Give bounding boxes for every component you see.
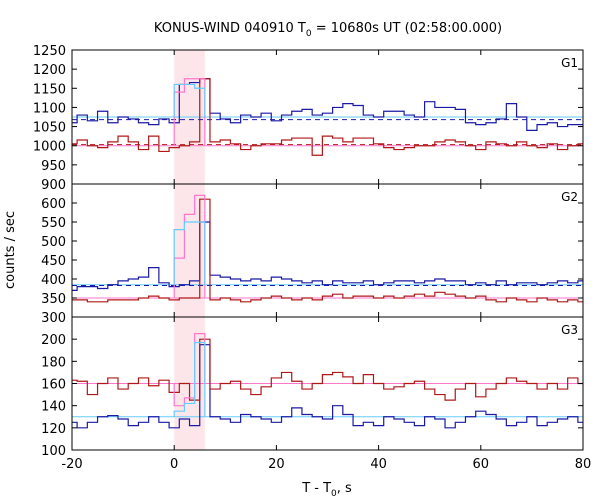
- panel-g2-series-blue: [72, 221, 583, 291]
- x-tick-label: 60: [473, 457, 490, 472]
- chart-title: KONUS-WIND 040910 T0 = 10680s UT (02:58:…: [154, 21, 502, 39]
- panel-g3-ytick-label: 160: [41, 378, 66, 393]
- panel-g2-ytick-label: 450: [41, 254, 66, 269]
- panel-g3-burst-overlay-pink: [173, 333, 206, 407]
- panel-g1-ytick-label: 1150: [33, 82, 66, 97]
- panel-g2-ytick-label: 500: [41, 235, 66, 250]
- panel-g2-ytick-label: 550: [41, 216, 66, 231]
- panel-g3-series-blue: [72, 344, 583, 429]
- panel-g2-label: G2: [561, 190, 578, 204]
- panel-g2-series-red: [72, 198, 583, 303]
- panel-g1-series-red: [72, 78, 583, 156]
- plot-area: 900950100010501100115012001250G130035040…: [33, 44, 591, 472]
- panel-g1-ytick-label: 1200: [33, 63, 66, 78]
- panel-g2-ytick-label: 300: [41, 311, 66, 326]
- panel-g1-ytick-label: 900: [41, 178, 66, 193]
- panel-g1-ytick-label: 1250: [33, 44, 66, 59]
- panel-g2-ytick-label: 400: [41, 273, 66, 288]
- x-tick-label: 40: [370, 457, 387, 472]
- panel-g3-ytick-label: 120: [41, 422, 66, 437]
- panel-g1-series-blue: [72, 78, 583, 131]
- panel-g1-ytick-label: 1000: [33, 140, 66, 155]
- y-axis-label: counts / sec: [3, 211, 18, 289]
- panel-g1-burst-overlay-light_blue: [173, 83, 206, 117]
- panel-g3-ytick-label: 180: [41, 355, 66, 370]
- x-tick-label: 0: [170, 457, 178, 472]
- panel-g1-label: G1: [561, 56, 578, 70]
- panel-g2-ytick-label: 350: [41, 292, 66, 307]
- panel-g1-ytick-label: 1100: [33, 101, 66, 116]
- x-tick-label: 20: [268, 457, 285, 472]
- panel-g1-ytick-label: 1050: [33, 121, 66, 136]
- panel-g1-ytick-label: 950: [41, 159, 66, 174]
- panel-g2-burst-overlay-light_blue: [173, 221, 206, 285]
- panel-g3-series-red: [72, 338, 583, 401]
- x-tick-label: -20: [61, 457, 82, 472]
- panel-g2-burst-overlay-pink: [173, 194, 206, 298]
- panel-g2-ytick-label: 600: [41, 197, 66, 212]
- x-tick-label: 80: [575, 457, 592, 472]
- x-axis-label: T - T0, s: [301, 481, 352, 499]
- panel-g3-label: G3: [561, 323, 578, 337]
- panel-g3-burst-overlay-light_blue: [173, 341, 206, 417]
- panel-g3-ytick-label: 100: [41, 444, 66, 459]
- panel-g3-ytick-label: 200: [41, 333, 66, 348]
- panel-g3-ytick-label: 140: [41, 400, 66, 415]
